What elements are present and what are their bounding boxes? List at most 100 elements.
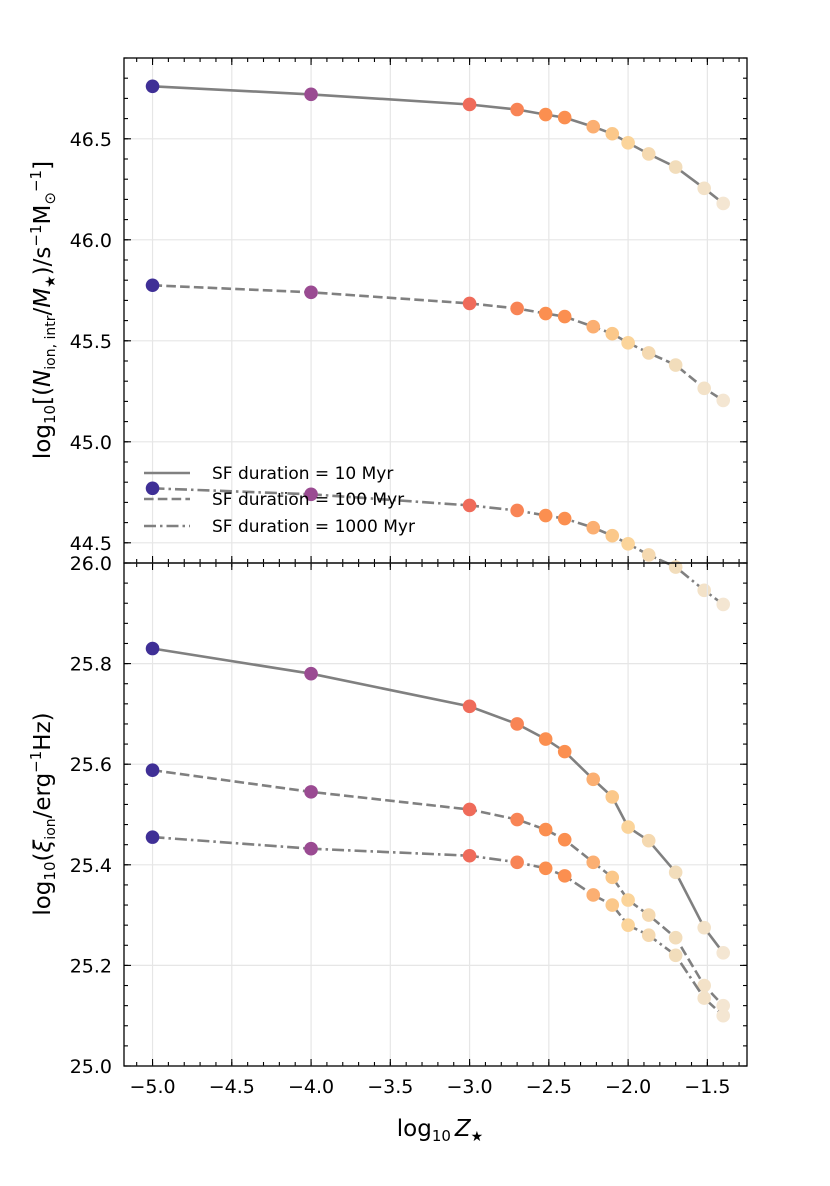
- data-point-bottom-dashdot-3: [510, 855, 524, 870]
- data-point-bottom-dashed-11: [697, 978, 711, 993]
- series-line-bottom-dashdot: [152, 835, 725, 1017]
- data-point-bottom-solid-4: [538, 732, 553, 746]
- data-point-bottom-dashdot-4: [538, 861, 553, 876]
- x-tick-label-5: −2.5: [526, 1076, 572, 1098]
- data-point-bottom-dashed-3: [510, 812, 524, 827]
- data-point-bottom-solid-12: [716, 946, 731, 960]
- data-point-bottom-dashed-7: [605, 870, 620, 885]
- data-point-bottom-dashdot-12: [716, 1008, 731, 1023]
- data-point-top-dashdot-2: [462, 498, 477, 513]
- grid-bottom: [124, 562, 747, 1067]
- data-point-top-solid-8: [621, 136, 635, 150]
- data-point-bottom-dashed-6: [586, 855, 601, 870]
- data-point-top-dashed-7: [605, 326, 620, 341]
- data-point-bottom-dashdot-5: [557, 869, 572, 883]
- data-point-top-dashdot-9: [641, 548, 656, 562]
- plot-frame-bottom: [123, 562, 748, 1067]
- y-tick-label-top-3: 46.0: [70, 230, 112, 252]
- data-point-bottom-solid-2: [462, 699, 477, 714]
- data-point-bottom-dashdot-1: [304, 841, 318, 856]
- x-tick-label-0: −5.0: [129, 1076, 175, 1098]
- data-point-top-dashdot-6: [586, 520, 601, 535]
- data-point-top-dashed-2: [462, 296, 477, 311]
- x-tick-label-1: −4.5: [209, 1076, 255, 1098]
- panel-top: 44.5 45.0 45.5 46.0 46.5 SF duration = 10 My…: [27, 57, 748, 612]
- data-point-bottom-solid-5: [557, 744, 572, 759]
- data-point-top-solid-0: [145, 79, 160, 94]
- data-point-top-dashed-0: [145, 278, 160, 293]
- data-point-top-dashdot-3: [510, 503, 524, 518]
- x-tick-label-7: −1.5: [684, 1076, 730, 1098]
- data-point-top-dashdot-11: [697, 583, 711, 598]
- data-point-bottom-dashed-10: [668, 930, 683, 945]
- data-point-bottom-dashed-0: [145, 763, 160, 778]
- data-point-bottom-dashdot-7: [605, 898, 620, 912]
- x-tick-label-4: −3.0: [447, 1076, 493, 1098]
- data-point-top-solid-3: [510, 102, 524, 117]
- plot-frame-top: [123, 57, 748, 564]
- data-point-bottom-dashed-5: [557, 832, 572, 847]
- data-point-top-dashdot-0: [145, 481, 160, 496]
- data-point-bottom-dashed-4: [538, 822, 553, 837]
- y-tick-label-bottom-3: 25.6: [70, 754, 112, 776]
- legend-label-10myr: SF duration = 10 Myr: [212, 464, 393, 484]
- y-tick-label-top-2: 45.5: [70, 331, 112, 353]
- y-ticks-top: 44.5 45.0 45.5 46.0 46.5: [70, 57, 747, 564]
- y-tick-label-top-1: 45.0: [70, 432, 112, 454]
- data-point-bottom-solid-3: [510, 717, 524, 731]
- y-tick-label-bottom-1: 25.2: [70, 955, 112, 977]
- y-axis-label-bottom: log10(ξion/erg−1Hz): [27, 712, 59, 915]
- data-point-top-solid-6: [586, 119, 601, 134]
- y-ticks-bottom: 25.0 25.2 25.4 25.6 25.8 26.0: [70, 553, 747, 1078]
- y-tick-label-top-4: 46.5: [70, 129, 112, 151]
- legend-entry-10myr: SF duration = 10 Myr: [144, 464, 393, 484]
- y-tick-label-bottom-5: 26.0: [70, 553, 112, 575]
- legend-label-1000myr: SF duration = 1000 Myr: [212, 517, 415, 537]
- y-tick-label-bottom-2: 25.4: [70, 855, 112, 877]
- x-tick-label-3: −3.5: [367, 1076, 413, 1098]
- data-point-bottom-dashdot-6: [586, 888, 601, 902]
- series-line-top-solid: [152, 85, 725, 205]
- data-point-top-solid-5: [557, 110, 572, 125]
- data-point-bottom-dashdot-11: [697, 991, 711, 1005]
- x-ticks: −5.0 −4.5 −4.0 −3.5 −3.0 −2.5 −2.0 −1.5: [129, 1076, 730, 1098]
- data-point-top-dashdot-10: [668, 560, 683, 574]
- data-point-bottom-dashdot-10: [668, 948, 683, 963]
- y-tick-label-bottom-0: 25.0: [70, 1056, 112, 1078]
- data-point-top-solid-4: [538, 107, 553, 122]
- data-point-bottom-solid-8: [621, 820, 635, 834]
- data-point-bottom-solid-0: [145, 641, 160, 656]
- data-point-top-dashed-10: [668, 358, 683, 372]
- data-point-top-solid-9: [641, 147, 656, 161]
- data-point-top-dashed-5: [557, 309, 572, 324]
- x-axis-label: log10 Z★: [397, 1116, 483, 1145]
- data-point-top-solid-2: [462, 97, 477, 112]
- data-point-bottom-solid-11: [697, 920, 711, 935]
- data-point-top-dashed-6: [586, 319, 601, 334]
- data-point-bottom-solid-1: [304, 666, 318, 681]
- y-axis-label-top: log10[(Nion, intr/M★)/s−1M⊙−1]: [27, 161, 59, 459]
- data-point-bottom-dashdot-2: [462, 848, 477, 863]
- data-point-bottom-dashed-9: [641, 908, 656, 922]
- data-point-bottom-solid-9: [641, 833, 656, 848]
- data-point-bottom-dashed-12: [716, 998, 731, 1013]
- data-point-top-solid-12: [716, 196, 731, 211]
- data-point-top-solid-10: [668, 160, 683, 174]
- grid-top: [124, 58, 747, 563]
- data-point-top-dashed-11: [697, 381, 711, 396]
- x-tick-label-2: −4.0: [288, 1076, 334, 1098]
- data-point-bottom-dashed-8: [621, 893, 635, 907]
- data-point-bottom-dashdot-0: [145, 830, 160, 844]
- data-point-top-dashed-12: [716, 393, 731, 408]
- x-tick-label-6: −2.0: [605, 1076, 651, 1098]
- data-point-bottom-solid-10: [668, 865, 683, 880]
- data-point-top-dashed-1: [304, 285, 318, 300]
- data-point-top-dashdot-5: [557, 511, 572, 526]
- panel-bottom: 25.0 25.2 25.4 25.6 25.8 26.0 log10(ξion/erg−…: [27, 553, 748, 1078]
- data-point-top-solid-7: [605, 126, 620, 141]
- series-line-top-dashed: [152, 284, 724, 402]
- data-point-bottom-solid-6: [586, 772, 601, 787]
- legend: SF duration = 10 Myr SF duration = 100 M…: [144, 464, 415, 537]
- data-point-top-dashdot-12: [716, 597, 731, 612]
- data-point-top-dashdot-1: [304, 487, 318, 502]
